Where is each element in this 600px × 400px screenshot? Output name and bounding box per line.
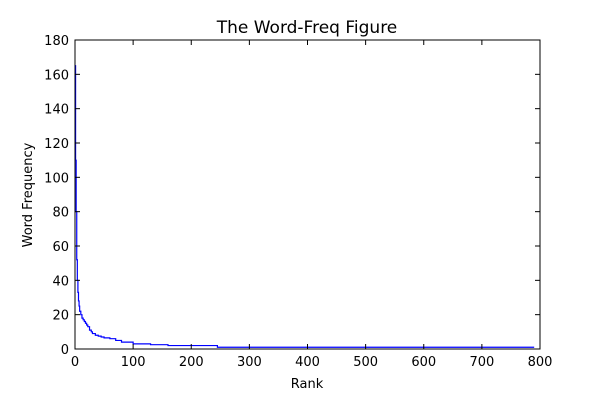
y-tick-label: 20: [52, 309, 69, 324]
x-tick-label: 600: [411, 355, 436, 370]
x-tick-label: 100: [121, 355, 146, 370]
y-tick-label: 100: [44, 171, 69, 186]
x-tick-label: 300: [237, 355, 262, 370]
y-tick-label: 60: [52, 240, 69, 255]
x-tick-label: 700: [469, 355, 494, 370]
x-tick-label: 0: [71, 355, 79, 370]
axes-frame: [74, 39, 541, 350]
x-axis-label: Rank: [291, 377, 324, 392]
y-tick-label: 80: [52, 206, 69, 221]
y-tick-label: 180: [44, 34, 69, 49]
y-tick-label: 140: [44, 103, 69, 118]
y-axis-label: Word Frequency: [21, 142, 36, 247]
x-tick-label: 800: [528, 355, 553, 370]
y-tick-label: 0: [61, 343, 69, 358]
x-tick-label: 500: [353, 355, 378, 370]
y-tick-label: 120: [44, 137, 69, 152]
series-line-0: [74, 65, 535, 348]
chart-title: The Word-Freq Figure: [216, 18, 398, 38]
y-tick-label: 40: [52, 274, 69, 289]
x-tick-label: 400: [295, 355, 320, 370]
plot-area: 0 100 200 300 400 500 600 700 800 0 20 40 60 80 100 120…: [44, 34, 552, 370]
x-tick-label: 200: [179, 355, 204, 370]
y-tick-label: 160: [44, 68, 69, 83]
